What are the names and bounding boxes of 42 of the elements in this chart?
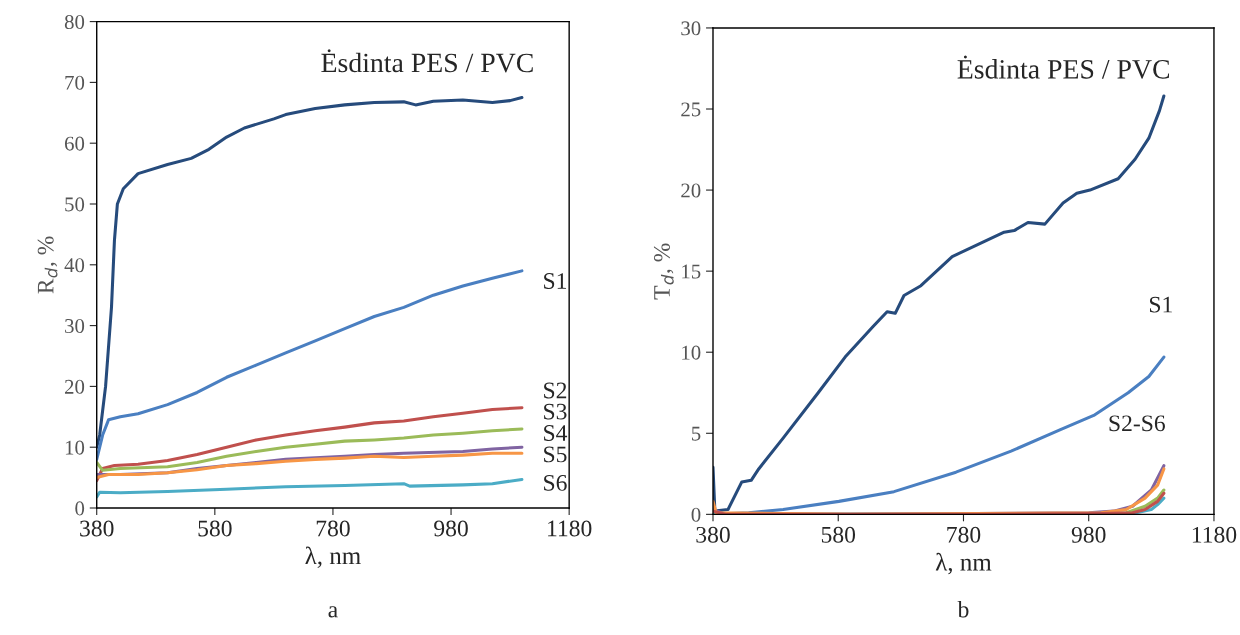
- x-tick-label: 1180: [548, 520, 592, 537]
- annotation: S4: [544, 425, 568, 441]
- y-tick-label: 40: [64, 258, 85, 273]
- annotation: S6: [544, 474, 567, 491]
- x-tick-label: 1180: [1192, 526, 1237, 543]
- y-tick-label: 20: [681, 183, 701, 198]
- y-axis-title: T$_{d}$, %: [653, 243, 674, 300]
- y-tick-label: 10: [682, 345, 701, 360]
- y-tick-label: 70: [65, 75, 85, 90]
- y-axis-title: R$_{d}$, %: [37, 236, 58, 294]
- x-tick-label: 780: [947, 526, 981, 543]
- x-tick-label: 780: [316, 520, 350, 537]
- y-tick-label: 15: [682, 264, 701, 279]
- text: Ėsdinta PES / PVC: [321, 49, 533, 73]
- x-tick-label: 580: [821, 526, 856, 543]
- y-tick-label: 60: [64, 136, 85, 151]
- annotation: S2: [544, 382, 567, 399]
- annotation: S3: [544, 403, 567, 420]
- y-tick-label: 20: [65, 379, 85, 394]
- x-tick-label: 980: [1071, 526, 1106, 543]
- x-axis-title: λ, nm: [305, 546, 361, 568]
- x-tick-label: 380: [696, 526, 730, 543]
- x-tick-label: 580: [198, 520, 232, 537]
- text: a: [328, 606, 338, 618]
- x-tick-label: 980: [434, 520, 468, 537]
- annotation: S1: [544, 273, 567, 289]
- annotation: S1: [1149, 296, 1172, 313]
- y-tick-label: 50: [65, 197, 85, 212]
- annotation: S2-S6: [1109, 415, 1165, 432]
- x-axis-title: λ, nm: [935, 552, 992, 575]
- y-tick-label: 5: [691, 426, 701, 441]
- y-tick-label: 80: [64, 14, 85, 30]
- y-tick-label: 30: [65, 318, 85, 334]
- y-tick-label: 30: [681, 21, 701, 36]
- y-tick-label: 10: [65, 440, 85, 455]
- text: b: [957, 600, 969, 618]
- x-tick-label: 380: [80, 520, 114, 537]
- y-tick-label: 0: [691, 507, 701, 522]
- text: Ėsdinta PES / PVC: [957, 55, 1170, 79]
- y-tick-label: 25: [681, 102, 701, 117]
- annotation: S5: [544, 446, 567, 463]
- y-tick-label: 0: [75, 501, 85, 516]
